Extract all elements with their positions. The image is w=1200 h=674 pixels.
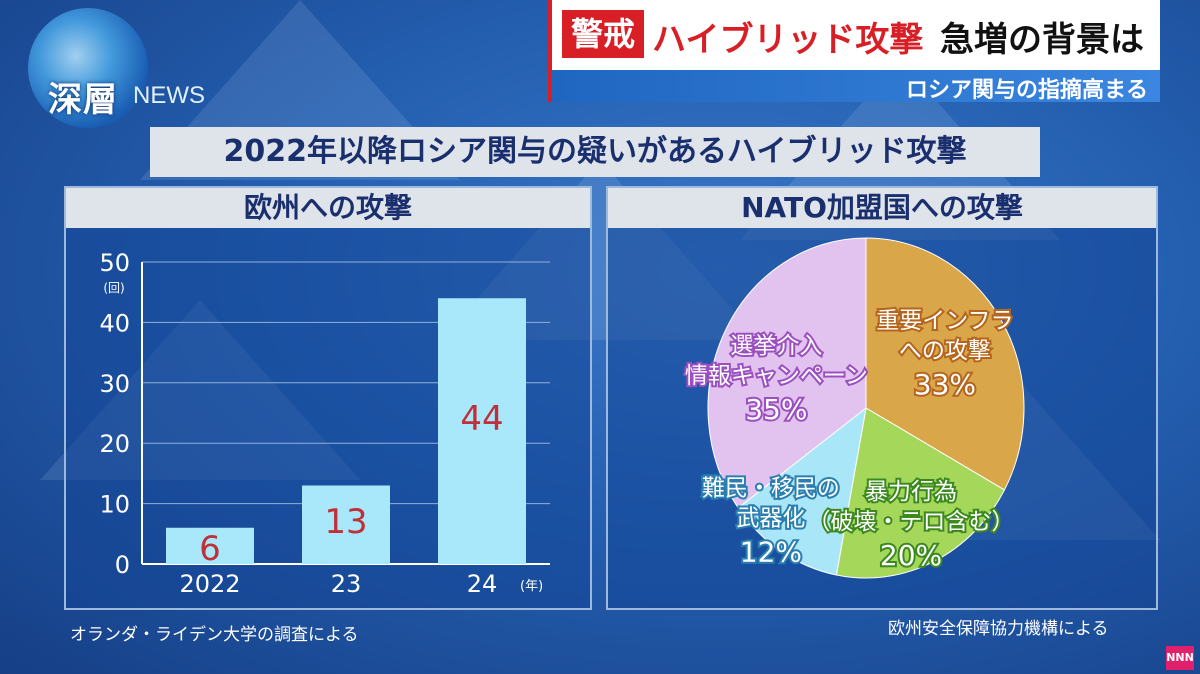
pie-slice: [707, 237, 867, 509]
bar-value-label: 6: [199, 529, 221, 569]
pie-label: （破壊・テロ含む）: [808, 509, 1015, 535]
source-note-right: 欧州安全保障協力機構による: [888, 619, 1109, 639]
bar-chart-title: 欧州への攻撃: [66, 188, 590, 228]
chart-title: 2022年以降ロシア関与の疑いがあるハイブリッド攻撃: [150, 127, 1040, 177]
pie-label: 暴力行為: [865, 479, 957, 505]
pie-slice: [835, 407, 1006, 579]
bar: [438, 298, 526, 564]
pie-label: への攻撃: [899, 338, 991, 364]
x-tick-label: 23: [331, 570, 362, 598]
pie-label: 選挙介入: [730, 333, 822, 359]
subheadline-text: ロシア関与の指摘高まる: [905, 78, 1148, 103]
alert-badge: 警戒: [562, 10, 644, 58]
headline-black-text: 急増の背景は: [940, 20, 1144, 60]
bar-value-label: 44: [460, 399, 503, 439]
globe-logo-icon: [28, 8, 148, 128]
y-tick-label: 40: [99, 309, 130, 337]
pie-label: 情報キャンペーン: [685, 363, 868, 389]
logo-sub-text: NEWS: [133, 82, 205, 109]
source-note-left: オランダ・ライデン大学の調査による: [70, 625, 359, 645]
bar-value-label: 13: [324, 502, 367, 542]
subheadline-bar: ロシア関与の指摘高まる: [548, 70, 1160, 103]
pie-slice: [737, 406, 867, 576]
pie-value-label: 33%: [914, 368, 976, 401]
pie-slice: [865, 237, 1025, 491]
headline-bar: 警戒 ハイブリッド攻撃 急増の背景は: [548, 0, 1160, 70]
network-logo: NNN: [1166, 646, 1194, 670]
y-unit-label: (回): [103, 281, 124, 295]
pie-value-label: 20%: [880, 539, 942, 572]
pie-value-label: 35%: [745, 393, 807, 426]
y-tick-label: 30: [99, 370, 130, 398]
pie-label: 重要インフラ: [876, 308, 1013, 334]
bar-chart-panel: 欧州への攻撃 0 10 20 30 40 50 (回) 6 2022 13 23 44 24 (年): [64, 186, 592, 610]
y-tick-label: 0: [115, 551, 130, 579]
headline-red-text: ハイブリッド攻撃: [652, 20, 924, 60]
logo-main-text: 深層: [48, 80, 118, 120]
pie-value-label: 12%: [740, 535, 802, 568]
y-tick-label: 10: [99, 491, 130, 519]
bar: [302, 485, 390, 564]
pie-chart-panel: NATO加盟国への攻撃 重要インフラ への攻撃 33% 暴力行為 （破壊・テロ含む） 20…: [606, 186, 1158, 610]
pie-chart-title: NATO加盟国への攻撃: [608, 188, 1156, 228]
y-tick-label: 50: [99, 249, 130, 277]
x-tick-label: 24: [467, 570, 498, 598]
x-unit-label: (年): [520, 579, 543, 594]
y-tick-label: 20: [99, 430, 130, 458]
pie-label: 難民・移民の: [702, 475, 840, 501]
pie-label: 武器化: [736, 505, 805, 531]
bar: [166, 527, 254, 564]
x-tick-label: 2022: [179, 570, 240, 598]
